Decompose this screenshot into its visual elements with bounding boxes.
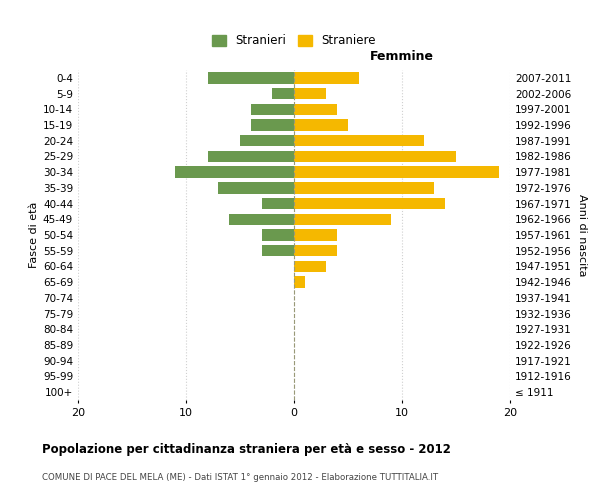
Legend: Stranieri, Straniere: Stranieri, Straniere — [207, 30, 381, 52]
Text: COMUNE DI PACE DEL MELA (ME) - Dati ISTAT 1° gennaio 2012 - Elaborazione TUTTITA: COMUNE DI PACE DEL MELA (ME) - Dati ISTA… — [42, 472, 438, 482]
Bar — [294, 135, 424, 146]
Y-axis label: Anni di nascita: Anni di nascita — [577, 194, 587, 276]
Bar — [294, 245, 337, 256]
Bar — [294, 104, 337, 115]
Bar — [294, 120, 348, 130]
Bar — [251, 120, 294, 130]
Bar — [294, 72, 359, 84]
Bar — [175, 166, 294, 178]
Text: Popolazione per cittadinanza straniera per età e sesso - 2012: Popolazione per cittadinanza straniera p… — [42, 442, 451, 456]
Bar — [218, 182, 294, 194]
Bar — [208, 151, 294, 162]
Bar — [294, 261, 326, 272]
Bar — [294, 214, 391, 225]
Bar — [208, 72, 294, 84]
Text: Femmine: Femmine — [370, 50, 434, 64]
Bar — [294, 88, 326, 99]
Bar — [262, 245, 294, 256]
Bar — [294, 230, 337, 240]
Bar — [229, 214, 294, 225]
Bar — [294, 276, 305, 288]
Bar — [294, 166, 499, 178]
Bar — [294, 182, 434, 194]
Bar — [262, 230, 294, 240]
Bar — [272, 88, 294, 99]
Bar — [240, 135, 294, 146]
Bar — [251, 104, 294, 115]
Bar — [294, 151, 456, 162]
Y-axis label: Fasce di età: Fasce di età — [29, 202, 39, 268]
Bar — [294, 198, 445, 209]
Bar — [262, 198, 294, 209]
